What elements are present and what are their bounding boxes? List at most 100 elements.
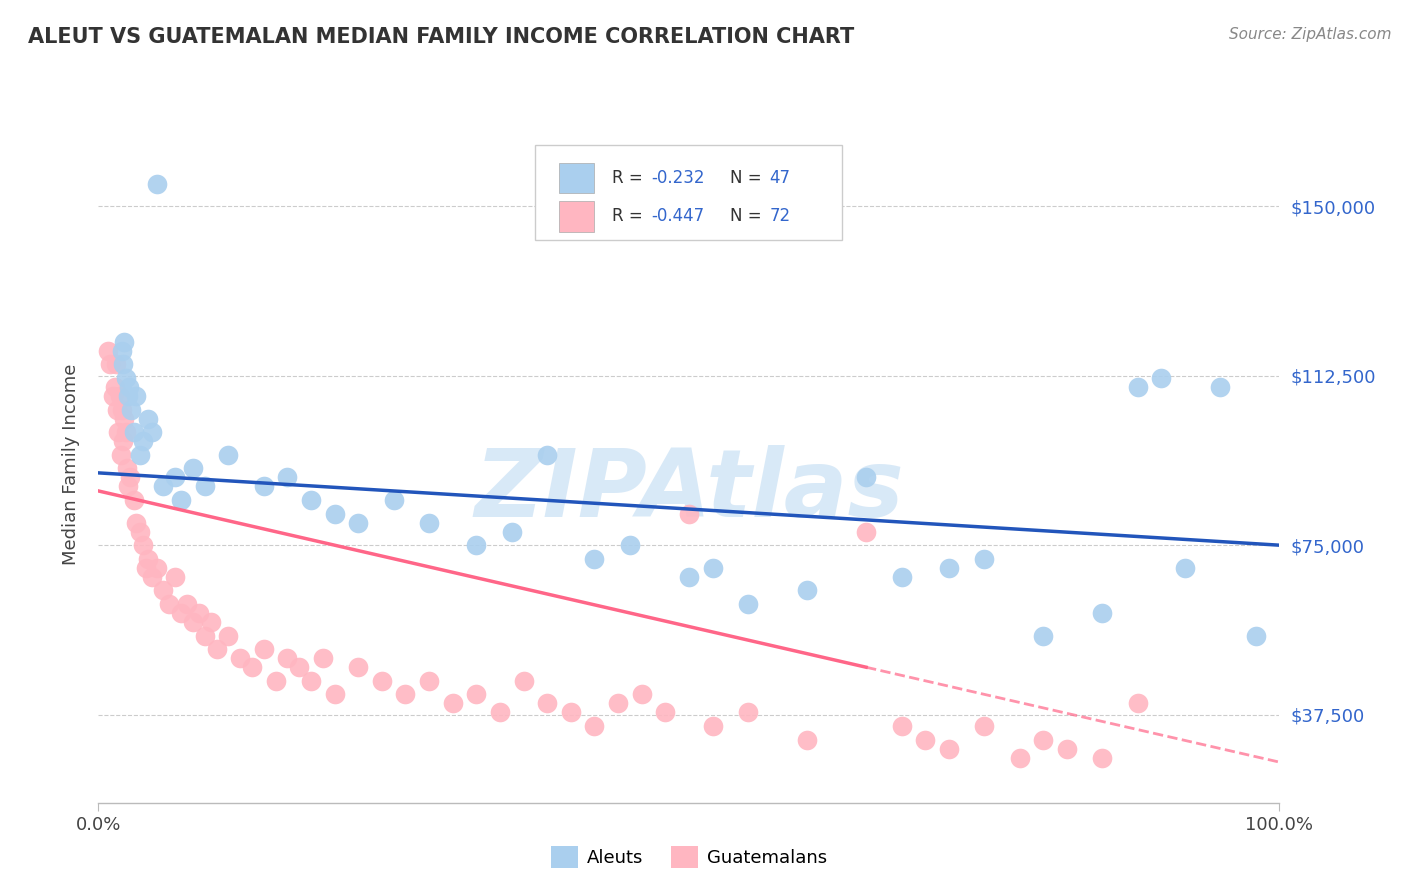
Point [890, 719, 912, 733]
Point [264, 673, 287, 688]
Point [120, 470, 142, 484]
Point [1174, 561, 1197, 575]
Point [560, 706, 582, 720]
Point [108, 389, 131, 403]
Legend: Aleuts, Guatemalans: Aleuts, Guatemalans [544, 838, 834, 875]
Point [205, 642, 228, 657]
Point [630, 687, 652, 701]
Point [118, 380, 141, 394]
Point [1126, 697, 1149, 711]
Point [146, 561, 169, 575]
FancyBboxPatch shape [560, 162, 595, 193]
Point [101, 389, 124, 403]
Point [122, 493, 145, 508]
Point [855, 470, 877, 484]
Point [299, 673, 322, 688]
Point [536, 448, 558, 462]
Point [323, 507, 346, 521]
Point [914, 732, 936, 747]
Point [122, 425, 145, 440]
Point [107, 425, 129, 440]
Point [702, 561, 724, 575]
Point [105, 358, 128, 372]
Point [110, 448, 132, 462]
Point [890, 570, 912, 584]
Point [465, 538, 488, 552]
Text: Source: ZipAtlas.com: Source: ZipAtlas.com [1229, 27, 1392, 42]
Point [394, 687, 416, 701]
Text: R =: R = [612, 169, 648, 186]
Point [136, 411, 159, 425]
Text: R =: R = [612, 208, 648, 226]
Point [1150, 371, 1173, 385]
Point [512, 673, 534, 688]
Point [347, 660, 370, 674]
Point [583, 719, 606, 733]
Point [170, 606, 193, 620]
Point [465, 687, 488, 701]
Point [240, 660, 263, 674]
Text: -0.232: -0.232 [651, 169, 704, 186]
Point [114, 425, 136, 440]
Point [194, 629, 217, 643]
Point [418, 516, 440, 530]
Text: N =: N = [730, 169, 768, 186]
Point [200, 615, 222, 629]
Point [1032, 629, 1054, 643]
Text: 72: 72 [769, 208, 790, 226]
Point [229, 651, 252, 665]
Point [1056, 741, 1078, 756]
Point [276, 651, 298, 665]
Y-axis label: Median Family Income: Median Family Income [62, 363, 80, 565]
Point [371, 673, 394, 688]
FancyBboxPatch shape [560, 202, 595, 232]
Point [1091, 606, 1114, 620]
Point [117, 389, 139, 403]
Point [312, 651, 335, 665]
FancyBboxPatch shape [536, 145, 842, 240]
Point [105, 402, 128, 417]
Point [146, 177, 169, 191]
Point [276, 470, 298, 484]
Point [165, 570, 187, 584]
Point [141, 570, 163, 584]
Text: ZIPAtlas: ZIPAtlas [474, 445, 904, 537]
Point [253, 479, 276, 493]
Point [1126, 380, 1149, 394]
Point [135, 561, 157, 575]
Point [187, 606, 209, 620]
Point [157, 597, 180, 611]
Point [796, 583, 818, 598]
Point [619, 538, 641, 552]
Point [104, 380, 127, 394]
Point [112, 334, 135, 349]
Point [1008, 750, 1031, 764]
Point [112, 358, 135, 372]
Point [112, 434, 135, 449]
Point [796, 732, 818, 747]
Point [1091, 750, 1114, 764]
Point [181, 615, 204, 629]
Point [132, 538, 155, 552]
Point [654, 706, 676, 720]
Point [737, 597, 759, 611]
Point [125, 516, 148, 530]
Point [441, 697, 464, 711]
Point [111, 402, 134, 417]
Text: ALEUT VS GUATEMALAN MEDIAN FAMILY INCOME CORRELATION CHART: ALEUT VS GUATEMALAN MEDIAN FAMILY INCOME… [28, 27, 855, 46]
Point [165, 470, 187, 484]
Point [141, 425, 163, 440]
Point [136, 551, 159, 566]
Point [938, 741, 960, 756]
Point [489, 706, 512, 720]
Point [288, 660, 311, 674]
Point [112, 411, 135, 425]
Point [217, 448, 239, 462]
Point [128, 524, 150, 539]
Point [111, 343, 134, 358]
Point [737, 706, 759, 720]
Point [128, 448, 150, 462]
Point [607, 697, 630, 711]
Point [347, 516, 370, 530]
Text: 47: 47 [769, 169, 790, 186]
